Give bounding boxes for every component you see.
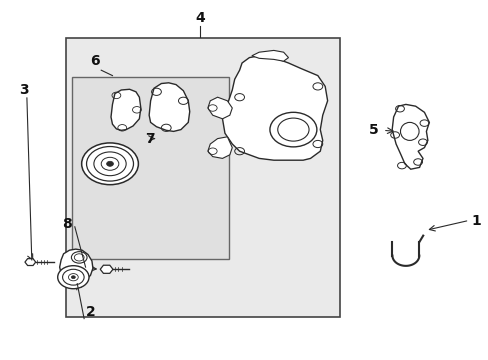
Text: 5: 5: [368, 123, 378, 136]
Text: 3: 3: [19, 83, 28, 97]
Circle shape: [71, 276, 75, 279]
Text: 7: 7: [144, 132, 154, 145]
Polygon shape: [149, 83, 189, 131]
Text: 6: 6: [90, 54, 100, 68]
Polygon shape: [251, 50, 288, 61]
Ellipse shape: [400, 122, 418, 140]
Circle shape: [58, 266, 89, 289]
Polygon shape: [100, 265, 113, 273]
Polygon shape: [111, 89, 141, 130]
Circle shape: [269, 112, 316, 147]
Circle shape: [71, 252, 87, 263]
Polygon shape: [25, 258, 36, 266]
Bar: [66, 38, 339, 317]
Text: 1: 1: [471, 214, 481, 228]
Circle shape: [106, 161, 113, 166]
Circle shape: [81, 143, 138, 185]
Polygon shape: [207, 137, 232, 158]
Polygon shape: [207, 97, 232, 119]
Text: 2: 2: [85, 305, 95, 319]
Text: 4: 4: [195, 11, 205, 25]
Bar: [72, 77, 228, 259]
Polygon shape: [391, 104, 428, 169]
Text: 8: 8: [62, 217, 72, 231]
Polygon shape: [222, 56, 327, 160]
Polygon shape: [60, 249, 93, 283]
